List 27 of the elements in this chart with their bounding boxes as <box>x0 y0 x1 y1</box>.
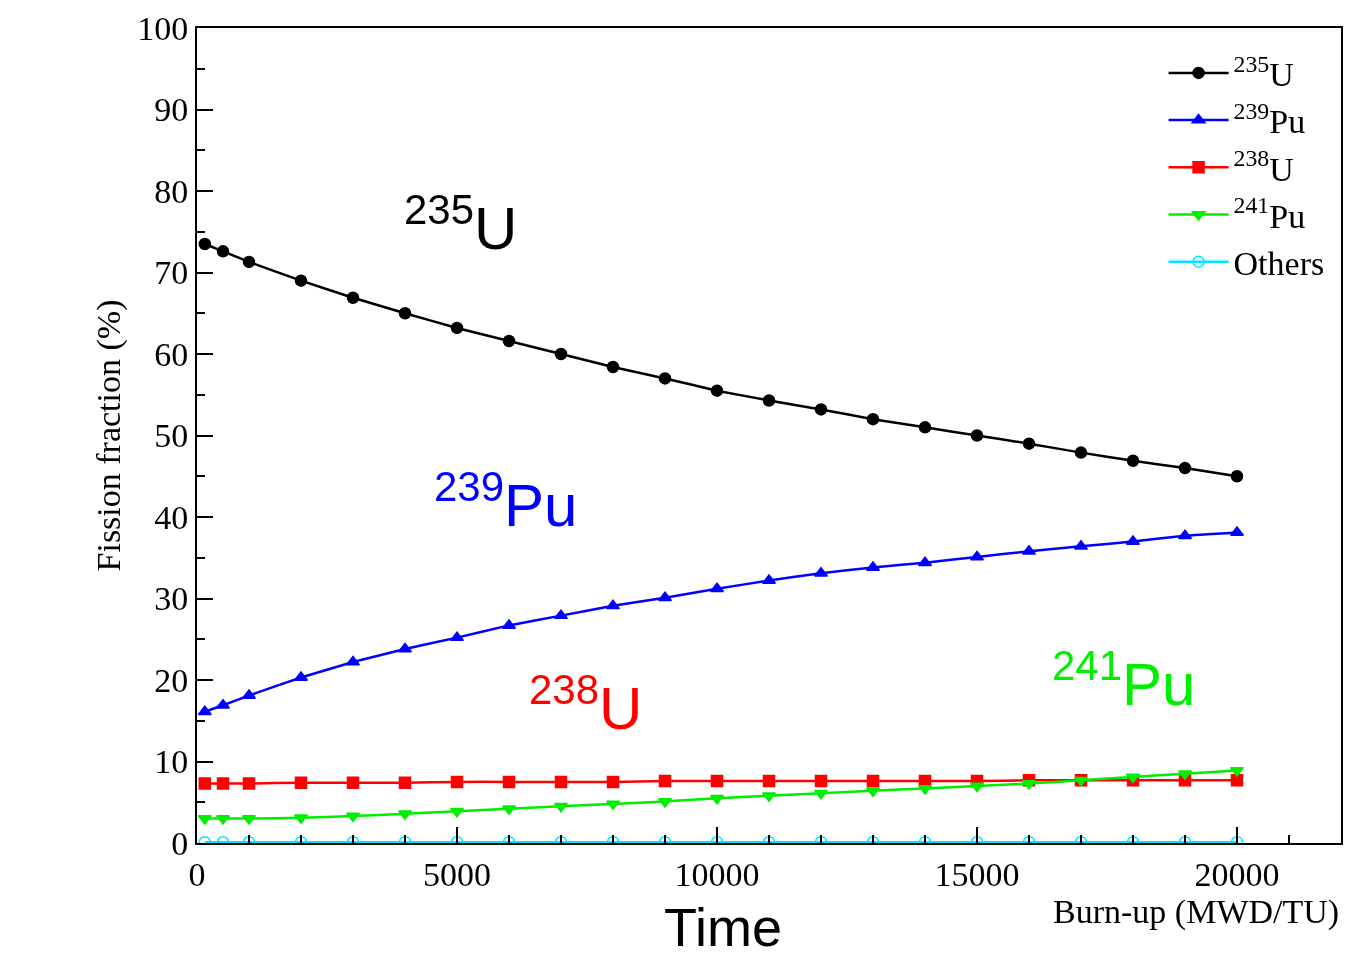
y-tick-label: 40 <box>154 498 189 536</box>
y-axis-title: Fission fraction (%) <box>90 299 129 572</box>
x-tick-label: 20000 <box>1194 855 1280 893</box>
x-tick-label: 15000 <box>934 855 1020 893</box>
y-tick-label: 90 <box>154 91 189 129</box>
text: Time <box>664 897 782 957</box>
annotation: $^{238}$U <box>529 666 643 743</box>
y-tick-label: 10 <box>154 743 189 781</box>
annotation: $^{239}$Pu <box>434 463 578 540</box>
y-tick-label: 60 <box>154 335 189 373</box>
y-tick-label: 0 <box>171 824 189 862</box>
annotation: $^{241}$Pu <box>1052 642 1196 719</box>
y-tick-label: 50 <box>154 417 189 455</box>
annotation: $^{235}$U <box>404 186 518 263</box>
y-tick-label: 70 <box>154 254 189 292</box>
x-axis-title: Burn-up (MWD/TU) <box>1053 893 1340 931</box>
x-tick-label: 10000 <box>674 855 760 893</box>
y-tick-label: 20 <box>154 661 189 699</box>
x-tick-label: 5000 <box>423 855 491 893</box>
legend-label: $^{241}$Pu <box>1233 192 1306 235</box>
y-tick-label: 30 <box>154 580 189 618</box>
legend-label: $^{235}$U <box>1233 50 1294 94</box>
legend-label: $^{238}$U <box>1233 145 1294 188</box>
y-tick-label: 80 <box>154 172 189 210</box>
y-tick-label: 100 <box>137 9 189 47</box>
legend-label: Others <box>1233 244 1325 282</box>
legend-label: $^{239}$Pu <box>1233 98 1306 141</box>
